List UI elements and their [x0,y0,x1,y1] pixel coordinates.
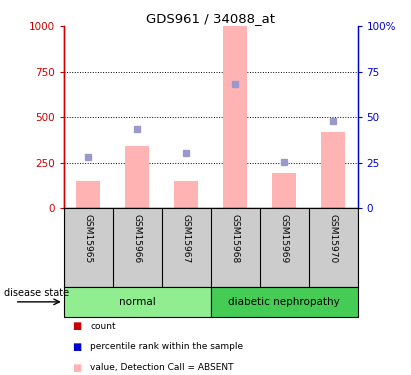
Bar [272,172,296,208]
Bar [321,132,345,208]
Bar [174,181,199,208]
Text: normal: normal [119,297,155,307]
Text: GSM15966: GSM15966 [133,214,142,264]
Bar [211,287,358,317]
Text: percentile rank within the sample: percentile rank within the sample [90,342,244,351]
Text: diabetic nephropathy: diabetic nephropathy [228,297,340,307]
Text: value, Detection Call = ABSENT: value, Detection Call = ABSENT [90,363,234,372]
Bar [64,287,210,317]
Bar [76,181,100,208]
Text: GSM15969: GSM15969 [279,214,289,264]
Title: GDS961 / 34088_at: GDS961 / 34088_at [146,12,275,25]
Bar [125,146,150,208]
Bar [223,26,247,208]
Text: ■: ■ [72,342,81,352]
Text: GSM15968: GSM15968 [231,214,240,264]
Text: ■: ■ [72,321,81,331]
Text: count: count [90,322,116,331]
Text: GSM15967: GSM15967 [182,214,191,264]
Text: GSM15965: GSM15965 [84,214,93,264]
Text: disease state: disease state [4,288,69,298]
Text: ■: ■ [72,363,81,372]
Text: GSM15970: GSM15970 [328,214,337,264]
